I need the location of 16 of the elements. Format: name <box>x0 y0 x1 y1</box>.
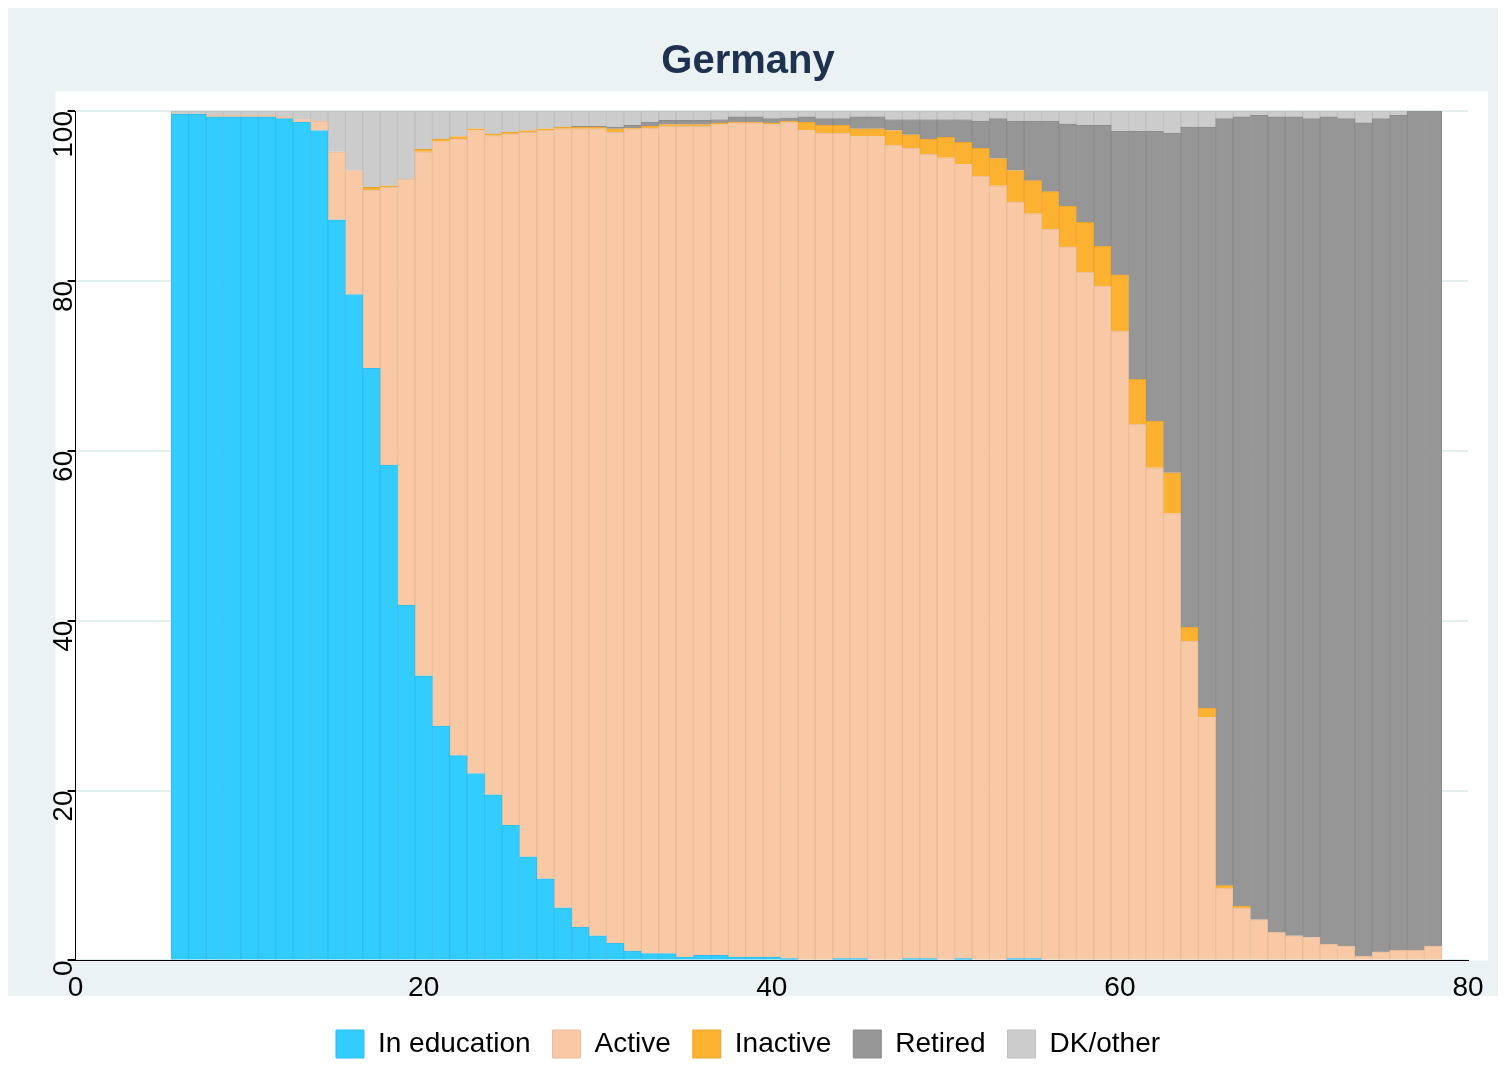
y-tick-label: 80 <box>47 280 79 313</box>
x-tick-label: 60 <box>1104 970 1136 1002</box>
legend-label: In education <box>377 1026 531 1058</box>
y-tick-label: 40 <box>47 620 79 652</box>
legend-label: Inactive <box>734 1026 832 1058</box>
chart-title: Germany <box>661 37 836 82</box>
legend-label: DK/other <box>1049 1026 1161 1058</box>
x-tick-label: 20 <box>408 970 440 1002</box>
y-tick-label: 100 <box>47 111 79 158</box>
y-tick-label: 0 <box>47 960 79 976</box>
y-tick-label: 60 <box>47 450 79 482</box>
y-tick-label: 20 <box>47 790 79 822</box>
legend-label: Retired <box>895 1026 986 1058</box>
x-tick-label: 40 <box>756 970 788 1002</box>
legend-label: Active <box>594 1026 671 1058</box>
x-tick-label: 80 <box>1452 970 1484 1002</box>
